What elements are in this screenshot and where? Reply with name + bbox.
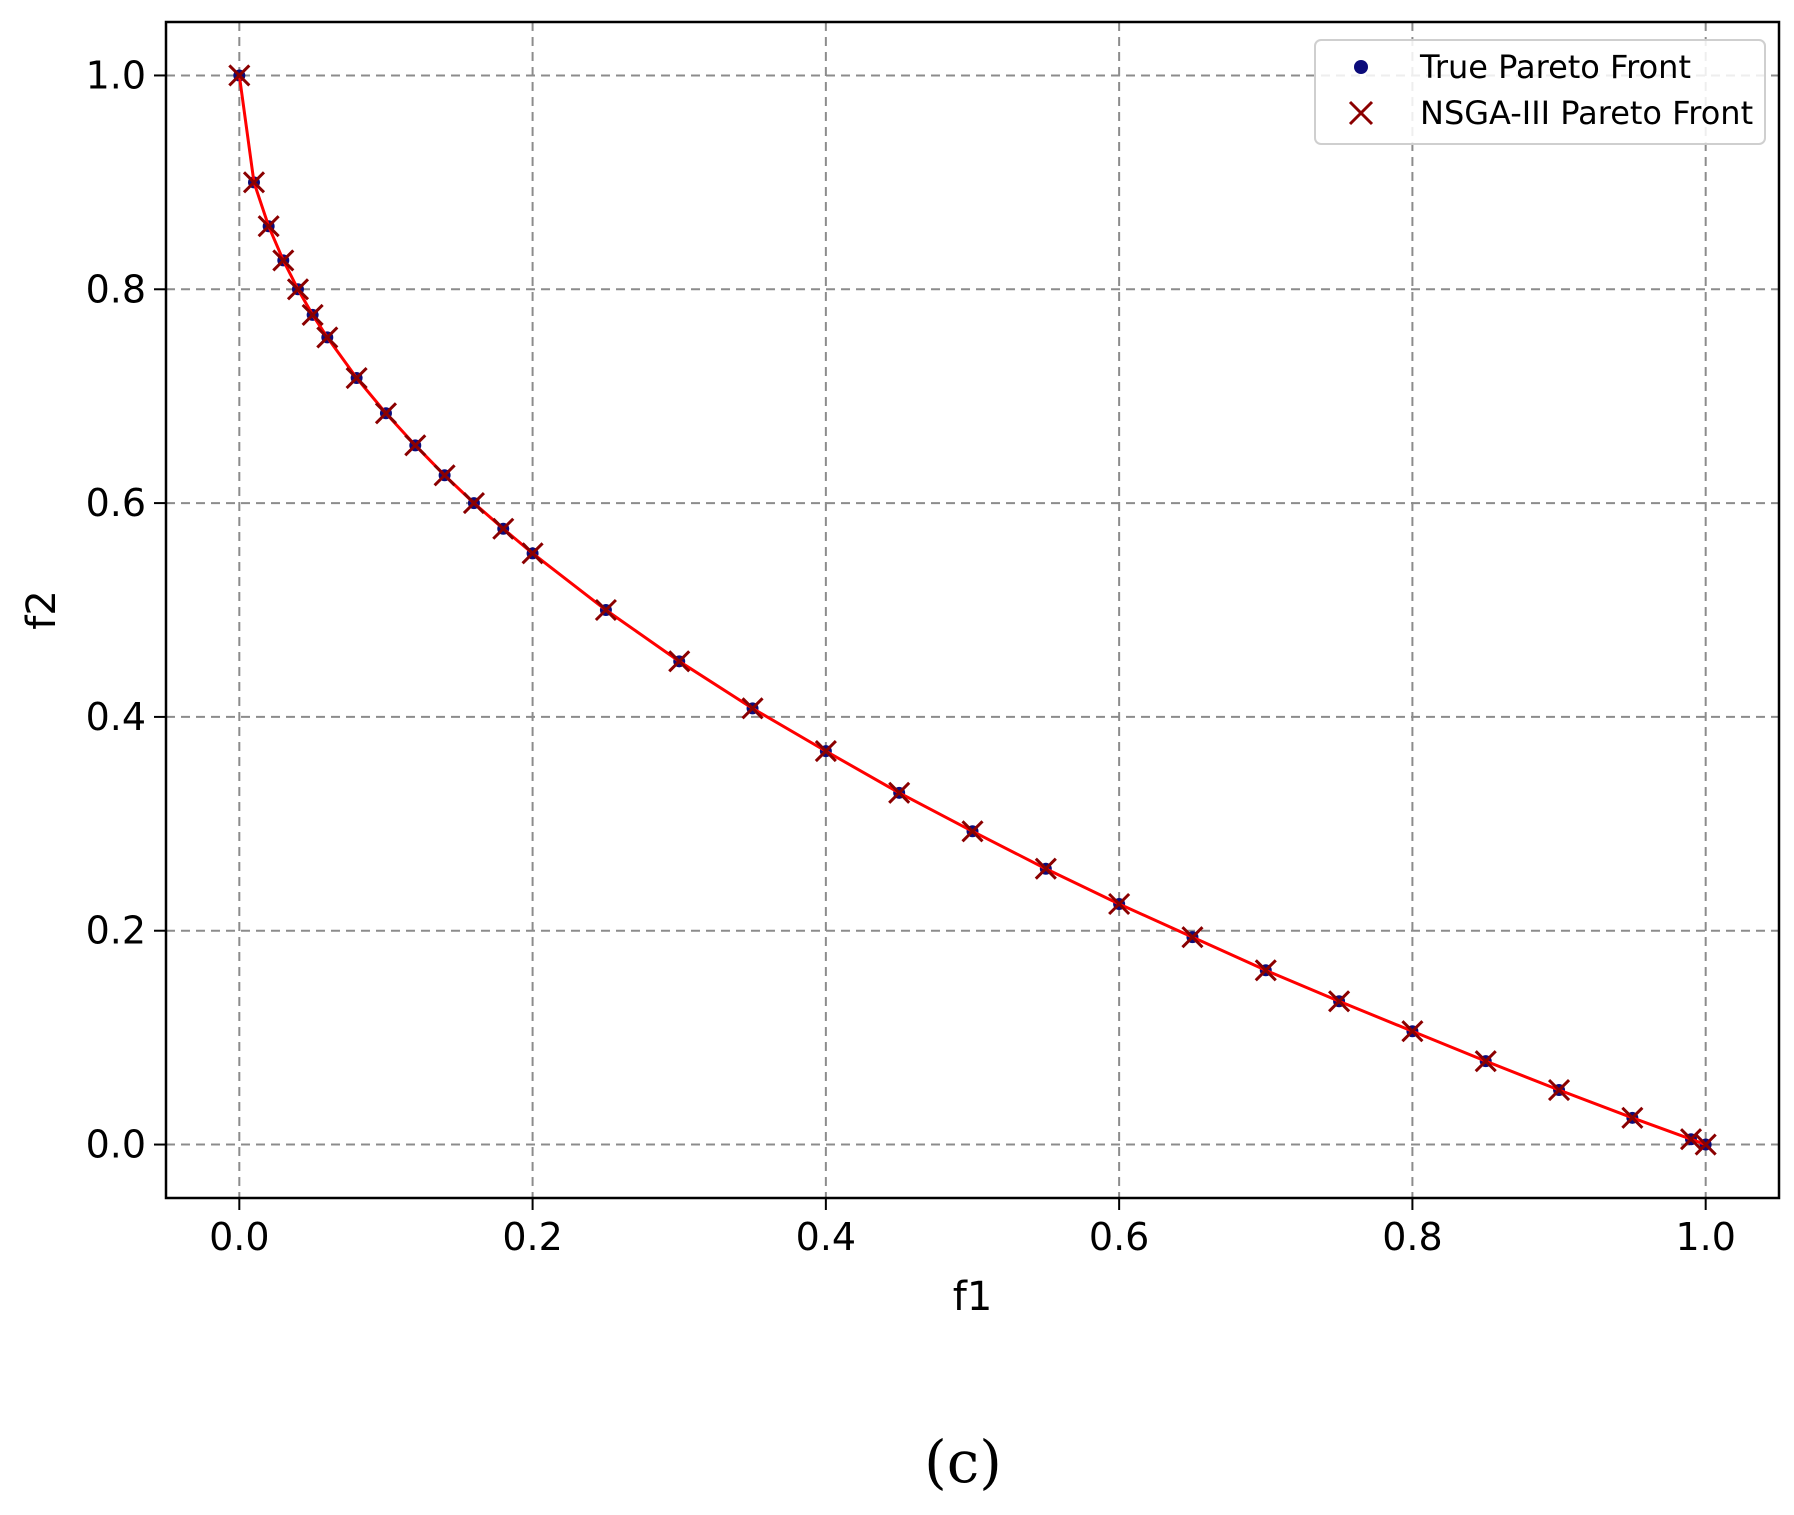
x-axis-label: f1 [953,1274,993,1320]
x-tick-label: 0.0 [209,1215,269,1259]
nsga-front-point [814,740,837,763]
nsga-front-point [242,171,266,194]
nsga-front-point [272,249,295,272]
nsga-front-point [1254,959,1277,982]
nsga-front-point [492,517,515,540]
y-tick-label: 0.0 [86,1123,146,1167]
nsga-front-point [301,303,324,326]
nsga-front-point [462,492,485,515]
y-tick-label: 1.0 [86,53,146,97]
nsga-front-point [374,402,398,425]
x-tick-label: 0.2 [502,1215,562,1259]
y-tick-label: 0.2 [86,909,146,953]
y-axis-label: f2 [19,590,65,630]
x-tick-label: 0.4 [796,1215,856,1259]
nsga-front-point [433,464,456,487]
nsga-front-point [1474,1050,1497,1073]
legend-marker-nsga-front [1348,100,1374,126]
legend: True Pareto Front NSGA-III Pareto Front [1314,39,1766,145]
nsga-front-point [286,278,310,301]
nsga-front-point [1034,857,1057,880]
nsga-front-point [316,326,339,349]
plot-frame [164,20,1781,1200]
nsga-front-point [1547,1078,1571,1102]
nsga-front-point [404,434,427,457]
nsga-front-point [668,650,691,673]
y-tick-label: 0.6 [86,481,146,525]
nsga-front-point [741,697,764,720]
figure-caption: (c) [924,1428,1002,1496]
nsga-front-point [1108,892,1131,916]
nsga-front-point [1621,1106,1644,1129]
nsga-front-point [961,820,984,843]
legend-label-true-front: True Pareto Front [1419,48,1691,86]
axis-ticks: 0.0 0.2 0.4 0.6 0.8 1.0 0.0 0.2 0.4 0.6 0.8 1.0 [86,53,1736,1259]
legend-marker-true-front [1354,60,1368,74]
nsga-front-line [237,75,1707,1146]
grid [166,22,1779,1198]
nsga-front-point [521,542,544,565]
legend-box [1314,39,1766,145]
nsga-front-point [1328,990,1351,1013]
nsga-front-point [257,215,280,238]
y-tick-label: 0.8 [86,267,146,311]
nsga-front-point [1401,1020,1424,1043]
nsga-front-point [228,64,251,87]
nsga-front-point [594,598,617,622]
y-tick-label: 0.4 [86,695,146,739]
nsga-front-point [1181,926,1204,949]
x-tick-label: 0.6 [1089,1215,1149,1259]
nsga-front-point [1694,1133,1717,1156]
x-tick-label: 0.8 [1382,1215,1442,1259]
nsga-front-point [345,366,368,390]
nsga-front-point [888,781,911,804]
plot-series [228,64,1717,1156]
legend-label-nsga-front: NSGA-III Pareto Front [1420,94,1753,132]
nsga-front-point [1679,1128,1703,1151]
x-tick-label: 1.0 [1675,1215,1735,1259]
